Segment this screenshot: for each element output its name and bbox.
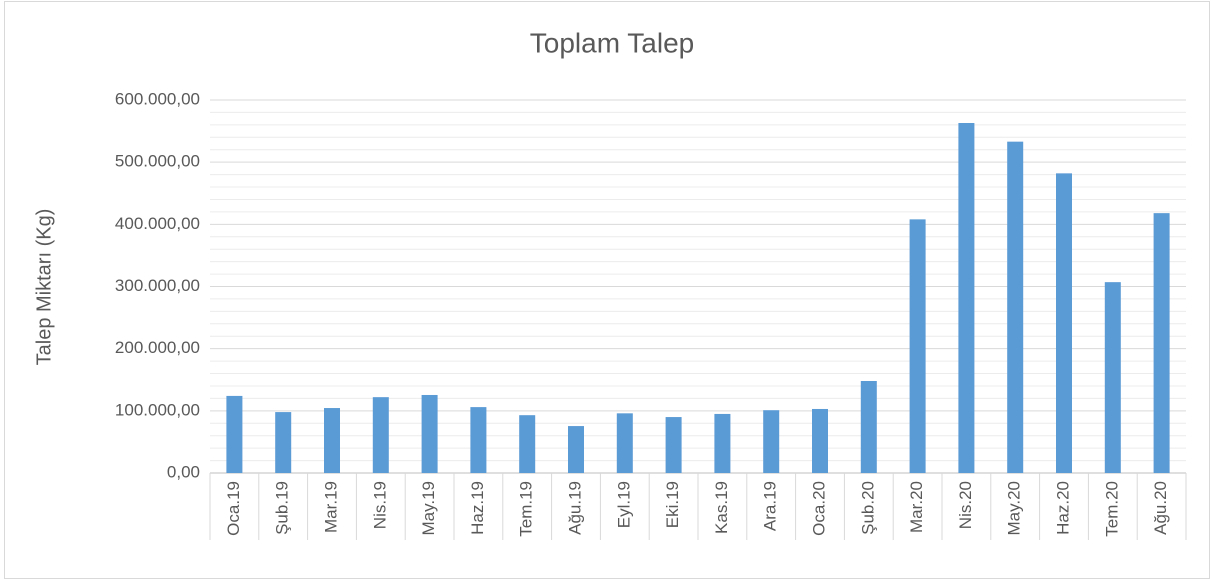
x-tick-label: Şub.20 <box>858 481 877 535</box>
bar <box>1153 213 1170 474</box>
x-tick-label: Kas.19 <box>712 481 731 534</box>
y-tick-label: 100.000,00 <box>115 400 200 419</box>
bar <box>665 417 682 473</box>
bar <box>763 410 780 473</box>
y-tick-label: 400.000,00 <box>115 214 200 233</box>
bar <box>812 408 828 473</box>
x-tick-label: Mar.20 <box>907 481 926 533</box>
x-tick-label: May.20 <box>1005 481 1024 536</box>
x-tick-label: Tem.19 <box>517 481 536 537</box>
x-tick-label: Oca.20 <box>809 481 828 536</box>
bar <box>958 123 975 474</box>
x-tick-label: Ağu.19 <box>565 481 584 535</box>
x-tick-label: Şub.19 <box>273 481 292 535</box>
x-tick-label: Ağu.20 <box>1151 481 1170 535</box>
bar <box>421 394 438 473</box>
bar <box>519 415 536 473</box>
bar <box>324 408 340 473</box>
x-tick-label: Mar.19 <box>321 481 340 533</box>
y-tick-label: 500.000,00 <box>115 152 200 171</box>
x-tick-label: Ara.19 <box>761 481 780 531</box>
bar <box>1056 173 1072 473</box>
bar <box>909 219 926 473</box>
y-tick-label: 600.000,00 <box>115 89 200 108</box>
bar <box>714 413 731 473</box>
chart-title: Toplam Talep <box>530 27 694 58</box>
bar <box>860 380 877 473</box>
x-tick-label: Nis.19 <box>370 481 389 529</box>
x-tick-label: Haz.19 <box>468 481 487 535</box>
x-tick-label: Nis.20 <box>956 481 975 529</box>
bar <box>226 395 243 473</box>
x-tick-label: Haz.20 <box>1053 481 1072 535</box>
y-tick-label: 200.000,00 <box>115 338 200 357</box>
x-tick-label: Tem.20 <box>1102 481 1121 537</box>
x-tick-label: Eki.19 <box>663 481 682 528</box>
x-tick-label: Oca.19 <box>224 481 243 536</box>
bar <box>568 426 584 473</box>
x-tick-label: May.19 <box>419 481 438 536</box>
y-tick-label: 0,00 <box>167 462 200 481</box>
x-tick-label: Eyl.19 <box>614 481 633 528</box>
bar <box>470 407 487 473</box>
bar <box>372 397 389 473</box>
bar <box>1104 282 1121 473</box>
bar <box>275 412 292 473</box>
bar <box>1007 141 1024 473</box>
y-axis-title: Talep Miktarı (Kg) <box>33 209 55 366</box>
y-tick-label: 300.000,00 <box>115 276 200 295</box>
bar <box>616 413 633 473</box>
